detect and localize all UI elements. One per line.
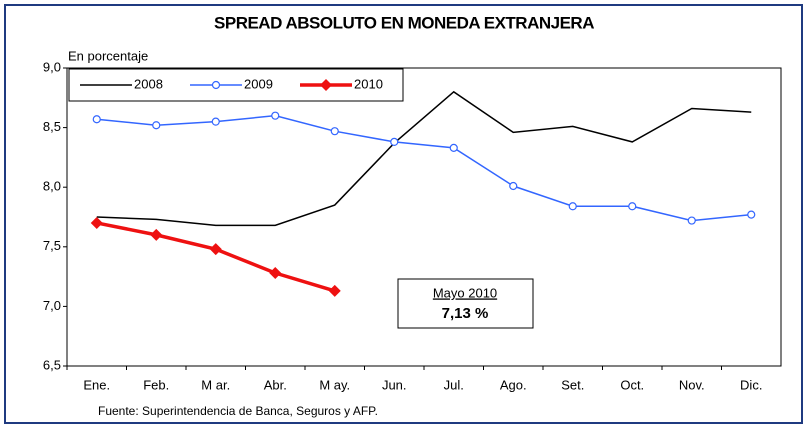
y-axis-label: En porcentaje [68,48,148,63]
point [152,121,161,130]
point [92,115,101,124]
point [449,143,458,152]
x-tick-label: Feb. [143,377,169,392]
point [509,181,518,191]
point [209,243,222,256]
x-tick-label: Set. [561,377,584,392]
y-tick-label: 6,5 [43,357,61,372]
point [747,210,756,219]
point [269,267,282,280]
point [568,202,577,211]
source: Fuente: Superintendencia de Banca, Segur… [98,404,378,418]
x-tick-label: Abr. [264,377,287,392]
legend-marker [320,79,332,91]
legend-label: 2009 [244,76,273,91]
point [150,228,163,241]
point [330,127,339,136]
y-tick-label: 9,0 [43,59,61,74]
x-tick-label: Jun. [382,377,407,392]
point [90,216,103,229]
point [628,202,637,211]
y-tick-label: 8,5 [43,119,61,134]
point [328,284,341,297]
y-tick-label: 8,0 [43,179,61,194]
x-tick-label: Oct. [620,377,644,392]
legend-label: 2010 [354,76,383,91]
y-tick-label: 7,0 [43,298,61,313]
x-tick-label: Ene. [83,377,110,392]
x-tick-label: M ar. [201,377,230,392]
x-tick-label: M ay. [319,377,350,392]
point [271,111,280,120]
annotation-title: Mayo 2010 [433,285,497,300]
x-tick-label: Ago. [500,377,527,392]
point [211,117,220,126]
annotation-value: 7,13 % [442,305,489,322]
x-tick-label: Nov. [679,377,705,392]
point [390,137,399,147]
chart-title: SPREAD ABSOLUTO EN MONEDA EXTRANJERA [214,13,594,32]
annotation-box [397,278,534,329]
x-tick-label: Dic. [740,377,762,392]
legend-marker [211,80,221,90]
series-line [96,90,752,227]
point [687,216,696,225]
x-tick-label: Jul. [444,377,464,392]
y-tick-label: 7,5 [43,238,61,253]
legend-label: 2008 [134,76,163,91]
series-line [96,114,752,222]
